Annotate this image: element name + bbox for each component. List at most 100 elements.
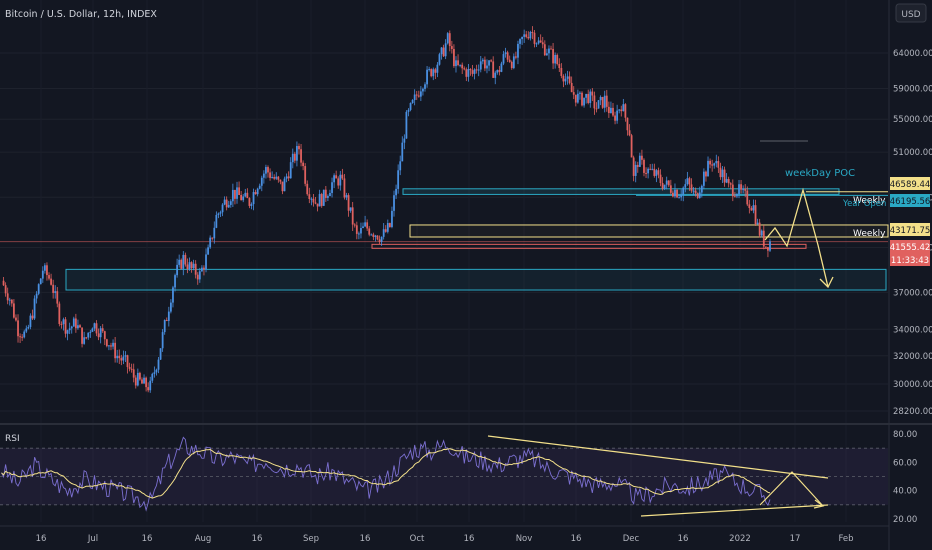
candle-body (316, 203, 319, 207)
candle-body (659, 174, 662, 183)
candle-body (174, 275, 176, 288)
candle-body (378, 239, 381, 242)
candle-body (217, 213, 220, 215)
candle-body (669, 185, 672, 193)
candle-body (372, 234, 375, 237)
candle-body (641, 155, 643, 160)
time-tick-label: 17 (790, 534, 801, 544)
candle-body (46, 265, 48, 276)
candle-body (281, 181, 284, 192)
candle-body (630, 135, 633, 158)
candle-body (541, 42, 544, 45)
candle-body (4, 285, 7, 294)
candle-body (41, 270, 44, 279)
candle-body (357, 233, 360, 235)
candle-body (603, 95, 606, 108)
candle-body (486, 65, 488, 69)
price-label-text: 11:33:43 (891, 256, 929, 266)
price-tick-label: 59000.00 (893, 85, 932, 95)
candle-body (200, 267, 203, 272)
candle-body (616, 110, 619, 121)
candle-body (308, 194, 311, 200)
candle-body (120, 358, 123, 361)
candle-body (122, 356, 125, 361)
annotation-zones (0, 188, 889, 291)
candle-body (327, 196, 329, 198)
candle-body (707, 160, 709, 177)
candle-body (490, 60, 493, 62)
candle-body (50, 278, 52, 285)
time-tick-label: 16 (142, 534, 153, 544)
candle-body (579, 92, 581, 94)
annotation-text: weekDay POC (785, 168, 855, 179)
candle-body (343, 178, 346, 198)
candle-body (64, 319, 67, 334)
candle-body (514, 56, 517, 58)
time-tick-label: Nov (516, 534, 533, 544)
candle-body (465, 69, 468, 77)
candle-body (479, 61, 482, 70)
candle-body (85, 337, 88, 339)
price-axis[interactable]: 28200.00 30000.00 32000.00 34000.00 37000.00… (890, 49, 932, 525)
price-label-box (890, 223, 930, 236)
candle-body (762, 230, 765, 247)
candle-body (552, 48, 554, 64)
candle-body (118, 355, 121, 359)
annotation-text: Year Open (842, 199, 886, 209)
candle-body (227, 204, 230, 208)
annotation-text: Weekly (853, 229, 886, 239)
candle-body (711, 164, 714, 166)
time-axis[interactable]: 16 Jul 16 Aug 16 Sep 16 Oct 16 Nov 16 Dec 16 2022 17 Fe… (36, 534, 854, 544)
candle-body (275, 176, 278, 179)
candle-body (134, 377, 137, 386)
candle-body (415, 94, 418, 96)
candle-body (446, 33, 449, 44)
candle-body (467, 69, 470, 77)
candle-body (601, 96, 604, 108)
candle-body (597, 100, 600, 109)
candle-body (296, 146, 298, 161)
time-tick-label: Aug (195, 534, 212, 544)
candle-body (136, 372, 139, 386)
rsi-ma-line (1, 448, 771, 499)
candle-body (366, 222, 369, 229)
candle-body (422, 88, 424, 92)
price-label-text: 46589.44 (890, 180, 931, 190)
candle-body (287, 176, 290, 179)
candle-body (81, 327, 83, 344)
candle-body (455, 60, 457, 67)
candle-body (130, 368, 133, 370)
currency-button[interactable] (895, 3, 927, 23)
candle-body (702, 171, 705, 186)
candle-body (333, 175, 336, 183)
time-tick-label: 16 (464, 534, 475, 544)
candle-body (424, 84, 426, 89)
candle-body (407, 109, 410, 112)
candle-body (438, 54, 441, 65)
candle-body (256, 188, 259, 195)
candle-body (289, 162, 292, 179)
candle-body (128, 367, 131, 369)
candle-body (198, 271, 201, 280)
candle-body (469, 69, 472, 71)
candle-body (254, 192, 257, 195)
candle-body (738, 184, 740, 195)
candle-body (535, 43, 538, 45)
candle-body (426, 69, 428, 85)
candle-body (110, 345, 112, 347)
candle-body (283, 178, 286, 192)
candle-body (692, 190, 695, 192)
price-tick-label: 64000.00 (893, 49, 932, 59)
time-tick-label: 16 (252, 534, 263, 544)
candle-body (265, 167, 267, 174)
price-label-box (890, 253, 930, 266)
candle-body (380, 236, 383, 242)
candle-body (105, 339, 108, 347)
candle-body (163, 320, 166, 333)
candle-body (740, 184, 742, 190)
candle-body (108, 345, 110, 347)
candle-body (335, 175, 338, 179)
candle-body (180, 259, 183, 269)
candle-body (494, 72, 497, 78)
